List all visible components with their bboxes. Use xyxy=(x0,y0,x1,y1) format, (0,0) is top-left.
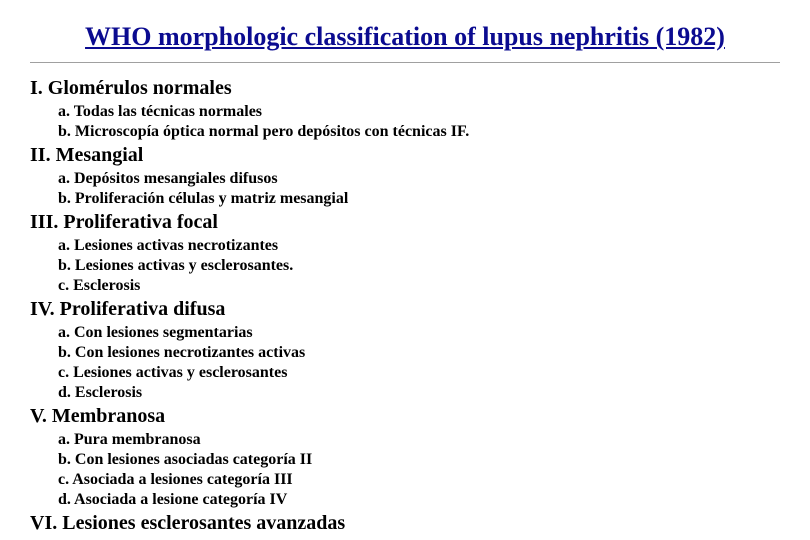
section-4-item-a: a. Con lesiones segmentarias xyxy=(58,323,780,343)
section-4-heading: IV. Proliferativa difusa xyxy=(30,298,780,321)
section-1-heading: I. Glomérulos normales xyxy=(30,77,780,100)
section-3-item-b: b. Lesiones activas y esclerosantes. xyxy=(58,256,780,276)
section-3-heading: III. Proliferativa focal xyxy=(30,211,780,234)
section-3-item-c: c. Esclerosis xyxy=(58,276,780,296)
section-6-heading: VI. Lesiones esclerosantes avanzadas xyxy=(30,512,780,535)
section-1-item-b: b. Microscopía óptica normal pero depósi… xyxy=(58,122,780,142)
section-3-item-a: a. Lesiones activas necrotizantes xyxy=(58,236,780,256)
horizontal-rule xyxy=(30,62,780,63)
section-5-item-d: d. Asociada a lesione categoría IV xyxy=(58,490,780,510)
slide-title: WHO morphologic classification of lupus … xyxy=(30,22,780,52)
section-4-item-b: b. Con lesiones necrotizantes activas xyxy=(58,343,780,363)
section-5-item-a: a. Pura membranosa xyxy=(58,430,780,450)
section-2-item-a: a. Depósitos mesangiales difusos xyxy=(58,169,780,189)
section-4-item-d: d. Esclerosis xyxy=(58,383,780,403)
section-5-item-c: c. Asociada a lesiones categoría III xyxy=(58,470,780,490)
section-2-heading: II. Mesangial xyxy=(30,144,780,167)
section-1-item-a: a. Todas las técnicas normales xyxy=(58,102,780,122)
slide-container: WHO morphologic classification of lupus … xyxy=(0,0,810,535)
section-5-heading: V. Membranosa xyxy=(30,405,780,428)
section-4-item-c: c. Lesiones activas y esclerosantes xyxy=(58,363,780,383)
section-5-item-b: b. Con lesiones asociadas categoría II xyxy=(58,450,780,470)
section-2-item-b: b. Proliferación células y matriz mesang… xyxy=(58,189,780,209)
